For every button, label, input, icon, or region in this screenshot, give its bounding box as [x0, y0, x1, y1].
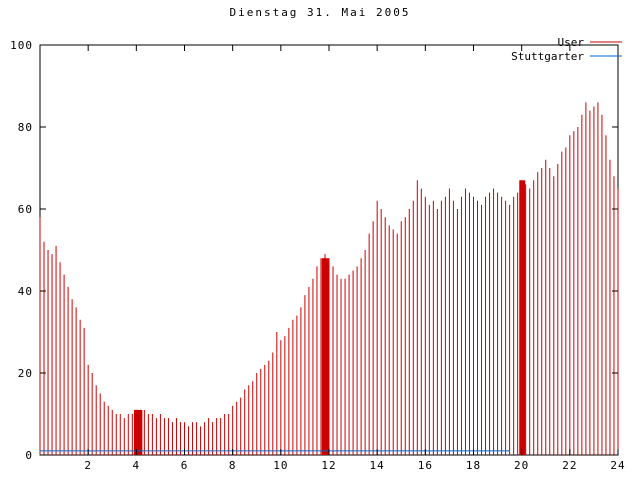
x-tick-label: 4	[133, 459, 141, 472]
y-tick-label: 60	[18, 203, 33, 216]
axis-ticks	[40, 44, 619, 456]
y-tick-label: 40	[18, 285, 33, 298]
dense-block	[321, 258, 329, 455]
x-tick-label: 6	[181, 459, 189, 472]
bars-series-user	[39, 102, 619, 455]
x-tick-label: 2	[84, 459, 92, 472]
y-axis-tick-labels: 0 20 40 60 80 100	[10, 39, 33, 462]
x-tick-label: 24	[610, 459, 625, 472]
y-tick-label: 80	[18, 121, 33, 134]
x-tick-label: 18	[466, 459, 481, 472]
x-tick-label: 10	[273, 459, 288, 472]
x-axis-tick-labels: 2 4 6 8 10 12 14 16 18 20 22 24	[84, 459, 625, 472]
x-tick-label: 16	[418, 459, 433, 472]
dense-block	[519, 180, 526, 456]
x-tick-label: 22	[562, 459, 577, 472]
x-tick-label: 8	[229, 459, 237, 472]
legend: User Stuttgarter	[511, 36, 622, 63]
legend-label-user: User	[558, 36, 585, 49]
x-tick-label: 12	[321, 459, 336, 472]
y-tick-label: 0	[25, 449, 33, 462]
legend-label-stuttgarter: Stuttgarter	[511, 50, 584, 63]
chart-title: Dienstag 31. Mai 2005	[229, 6, 410, 19]
y-tick-label: 100	[10, 39, 33, 52]
y-tick-label: 20	[18, 367, 33, 380]
dense-bar-blocks	[133, 180, 526, 456]
dense-block	[133, 409, 143, 455]
x-tick-label: 14	[370, 459, 385, 472]
x-tick-label: 20	[514, 459, 529, 472]
